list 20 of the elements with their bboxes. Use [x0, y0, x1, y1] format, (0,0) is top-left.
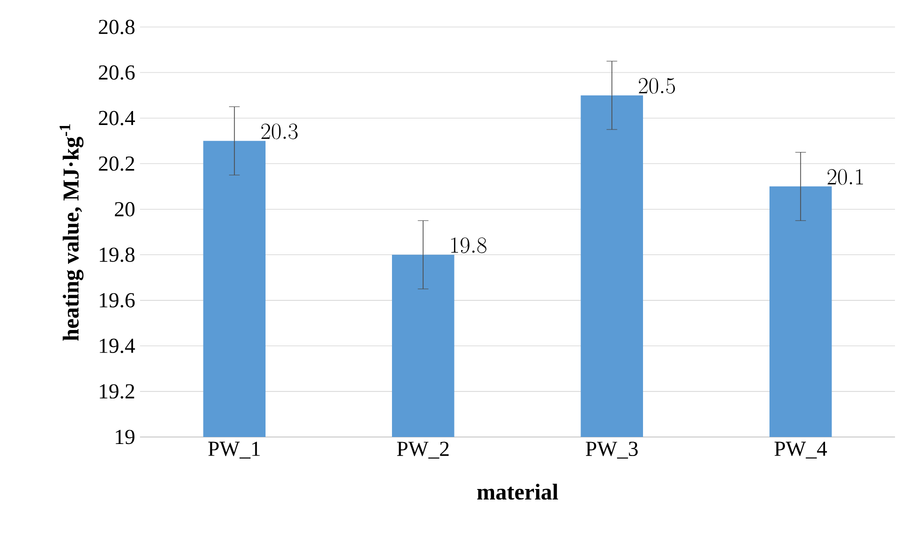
- y-tick-label: 20.4: [98, 110, 135, 126]
- y-tick-label: 20.6: [98, 65, 135, 80]
- y-tick-label: 19: [116, 430, 134, 444]
- data-label: 19.8: [451, 238, 486, 254]
- y-axis-title: heating value, MJ·kg$^{-1}$: [60, 124, 84, 341]
- y-tick-label: 19.8: [100, 248, 134, 262]
- y-tick-label: 19.2: [100, 384, 134, 399]
- x-axis-title: material: [477, 484, 558, 500]
- x-tick-label: PW_3: [586, 442, 638, 459]
- x-tick-label: PW_4: [774, 442, 827, 458]
- data-label: 20. 1: [828, 169, 863, 185]
- x-tick-label: PW_2: [397, 442, 449, 459]
- data-label: 20.3: [261, 124, 298, 140]
- y-tick-label: 20: [114, 202, 134, 216]
- y-tick-label: 19.4: [100, 338, 135, 354]
- y-tick-label: 20.8: [98, 20, 134, 34]
- data-label: 20.5: [638, 78, 675, 94]
- x-tick-label: PW_1: [208, 442, 260, 459]
- y-tick-label: 19.6: [100, 293, 135, 308]
- y-tick-label: 20.2: [98, 156, 134, 171]
